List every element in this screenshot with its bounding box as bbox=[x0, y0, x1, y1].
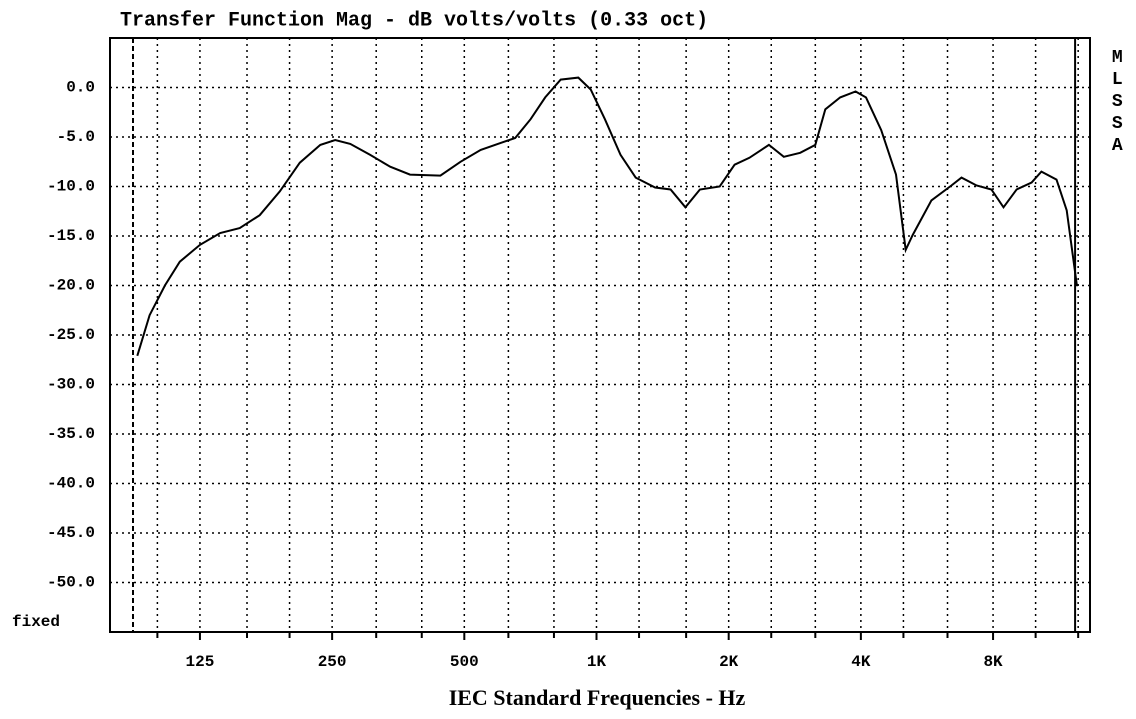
x-axis-title: IEC Standard Frequencies - Hz bbox=[449, 685, 746, 710]
data-line bbox=[136, 76, 1078, 357]
corner-label: fixed bbox=[12, 613, 60, 631]
x-tick-label: 250 bbox=[318, 653, 347, 671]
y-tick-label: -15.0 bbox=[47, 227, 95, 245]
x-tick-label: 500 bbox=[450, 653, 479, 671]
y-tick-label: -35.0 bbox=[47, 425, 95, 443]
y-tick-label: -25.0 bbox=[47, 326, 95, 344]
y-tick-label: -30.0 bbox=[47, 376, 95, 394]
y-tick-label: -45.0 bbox=[47, 524, 95, 542]
y-tick-label: -40.0 bbox=[47, 475, 95, 493]
x-tick-label: 125 bbox=[186, 653, 215, 671]
y-tick-label: -10.0 bbox=[47, 178, 95, 196]
plot-frame bbox=[109, 37, 1091, 633]
side-label: MLSSA bbox=[1107, 48, 1127, 158]
x-tick-label: 1K bbox=[587, 653, 607, 671]
y-tick-label: -20.0 bbox=[47, 277, 95, 295]
chart-title: Transfer Function Mag - dB volts/volts (… bbox=[120, 9, 708, 32]
x-tick-label: 4K bbox=[851, 653, 871, 671]
x-tick-label: 2K bbox=[719, 653, 739, 671]
x-tick-label: 8K bbox=[983, 653, 1003, 671]
y-tick-label: -5.0 bbox=[57, 128, 95, 146]
y-tick-label: -50.0 bbox=[47, 574, 95, 592]
y-tick-label: 0.0 bbox=[66, 79, 95, 97]
